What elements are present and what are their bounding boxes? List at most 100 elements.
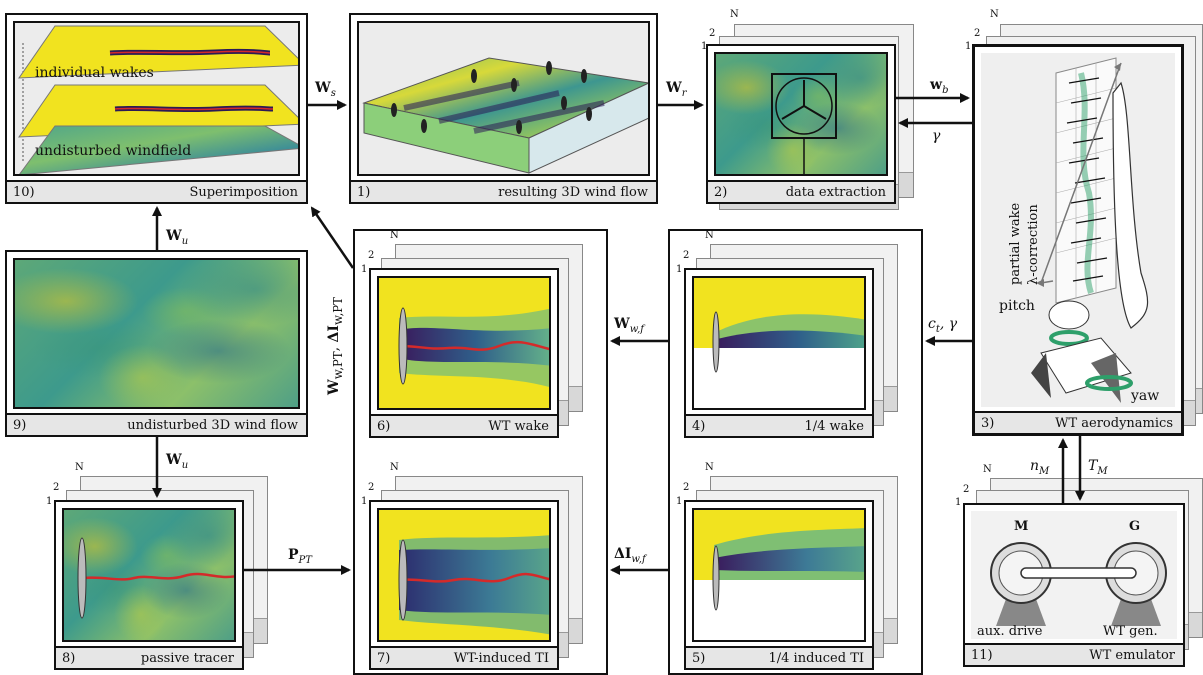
panel-wt-induced-ti: 7) WT-induced TI — [369, 500, 559, 670]
rotor-blade-icon — [713, 312, 719, 372]
panel-title: Superimposition — [189, 182, 298, 203]
stack-index-2: 2 — [368, 482, 374, 493]
data-extraction-image — [714, 52, 888, 176]
quarter-wake-image — [692, 276, 866, 410]
stack-index-n: N — [705, 462, 714, 473]
signal-main: W — [166, 228, 182, 244]
panel-title: WT aerodynamics — [1055, 413, 1173, 434]
stack-index-2: 2 — [53, 482, 59, 493]
caption: 5) 1/4 induced TI — [686, 646, 872, 668]
signal-ppt: PPT — [288, 547, 312, 566]
signal-main: W — [614, 316, 630, 332]
signal-main: W — [166, 452, 182, 468]
signal-wb: wb — [930, 77, 948, 96]
signal-main: T — [1088, 458, 1097, 474]
wake-contour-graphic — [379, 278, 551, 410]
signal-main: ΔI — [614, 546, 631, 562]
wt-induced-ti-image — [377, 508, 551, 642]
panel-number: 7) — [377, 648, 390, 669]
quarter-induced-ti-image — [692, 508, 866, 642]
signal-ws: Ws — [315, 80, 336, 99]
stack-index-n: N — [390, 230, 399, 241]
stack-index-2: 2 — [963, 484, 969, 495]
stack-index-2: 2 — [709, 28, 715, 39]
signal-sub: M — [1097, 466, 1107, 477]
panel-data-extraction: 2) data extraction — [706, 44, 896, 204]
signal-sub: u — [182, 460, 188, 471]
panel-title: resulting 3D wind flow — [498, 182, 648, 203]
wind-flow-3d-image — [357, 21, 650, 176]
caption: 2) data extraction — [708, 180, 894, 202]
quarter-wake-graphic — [694, 278, 866, 410]
caption: 3) WT aerodynamics — [975, 411, 1181, 433]
panel-number: 11) — [971, 645, 993, 666]
signal-wu-bottom: Wu — [166, 452, 188, 471]
wt-aerodynamics-image: partial wake λ-correction pitch yaw — [981, 53, 1175, 407]
panel-wt-aerodynamics: partial wake λ-correction pitch yaw 3) W… — [972, 44, 1184, 436]
panel-superimposition: individual wakes undisturbed windfield 1… — [5, 13, 308, 204]
panel-number: 8) — [62, 648, 75, 669]
wt-emulator-image: M G aux. drive WT gen. — [971, 511, 1177, 639]
panel-title: WT emulator — [1089, 645, 1175, 666]
stack-index-n: N — [983, 464, 992, 475]
signal-sub: PT — [299, 555, 312, 566]
panel-quarter-wake: 4) 1/4 wake — [684, 268, 874, 438]
wt-wake-image — [377, 276, 551, 410]
stack-index-1: 1 — [955, 497, 961, 508]
arrow-wake-superimpose — [312, 208, 353, 268]
individual-wakes-label: individual wakes — [35, 65, 154, 81]
stack-index-2: 2 — [974, 28, 980, 39]
panel-title: undisturbed 3D wind flow — [127, 415, 298, 436]
caption: 7) WT-induced TI — [371, 646, 557, 668]
stack-index-2: 2 — [683, 250, 689, 261]
signal-main: P — [288, 547, 299, 563]
signal-main: W — [315, 80, 331, 96]
panel-title: WT-induced TI — [454, 648, 549, 669]
ti-contour-graphic — [379, 510, 551, 642]
pitch-ring — [1051, 332, 1087, 344]
signal-rest: , γ — [940, 316, 957, 332]
panel-wt-wake: 6) WT wake — [369, 268, 559, 438]
stack-index-1: 1 — [46, 496, 52, 507]
tracer-graphic — [64, 510, 236, 642]
signal-sub: b — [942, 85, 948, 96]
undisturbed-flow-image — [13, 258, 300, 409]
caption: 10) Superimposition — [7, 180, 306, 202]
lambda-correction-label: λ-correction — [1026, 204, 1041, 285]
panel-number: 5) — [692, 648, 705, 669]
signal-sub: r — [682, 88, 687, 99]
rotor-blade-icon — [78, 538, 86, 618]
signal-vertical: Ww,PT, ΔIw,PT — [326, 297, 345, 395]
panel-wt-emulator: M G aux. drive WT gen. 11) WT emulator — [963, 503, 1185, 667]
stack-index-n: N — [75, 462, 84, 473]
signal-main: c — [928, 316, 936, 332]
rotor-blade-icon — [399, 308, 407, 384]
signal-dIwf: ΔIw,f — [614, 546, 646, 565]
panel-number: 10) — [13, 182, 35, 203]
aux-drive-label: aux. drive — [977, 624, 1042, 639]
yaw-label: yaw — [1131, 388, 1159, 404]
superimposition-image: individual wakes undisturbed windfield — [13, 21, 300, 176]
stack-index-1: 1 — [676, 496, 682, 507]
signal-sub: w,f — [630, 324, 644, 335]
signal-wwf: Ww,f — [614, 316, 644, 335]
panel-quarter-induced-ti: 5) 1/4 induced TI — [684, 500, 874, 670]
partial-wake-label: partial wake — [1008, 203, 1023, 285]
caption: 11) WT emulator — [965, 643, 1183, 665]
signal-sub: M — [1039, 466, 1049, 477]
pitch-label: pitch — [999, 298, 1035, 314]
signal-wr: Wr — [666, 80, 687, 99]
caption: 6) WT wake — [371, 414, 557, 436]
rotor-window-graphic — [716, 54, 888, 176]
rotor-blade-icon — [713, 546, 719, 610]
panel-title: WT wake — [488, 416, 549, 437]
motor-label: M — [1014, 519, 1028, 534]
signal-main-2: ΔI — [326, 325, 342, 342]
hub — [1049, 301, 1089, 329]
signal-main: w — [930, 77, 942, 93]
stack-index-n: N — [390, 462, 399, 473]
panel-title: passive tracer — [141, 648, 234, 669]
signal-main: n — [1030, 458, 1039, 474]
stack-index-1: 1 — [361, 264, 367, 275]
signal-sub-2: w,PT — [331, 297, 345, 325]
